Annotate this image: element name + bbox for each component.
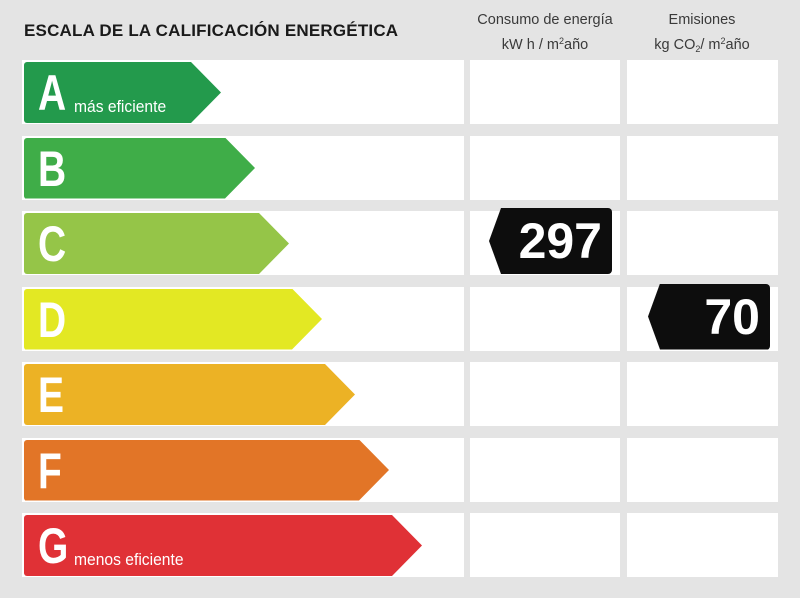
watermark-text: habitaclia: [338, 282, 463, 312]
rating-letter: F: [38, 442, 62, 499]
rating-letter: A: [38, 65, 67, 121]
rating-letter: C: [38, 216, 67, 272]
emisiones-cell: [627, 60, 778, 124]
emisiones-cell: [627, 513, 778, 577]
emisiones-value-badge: 70: [648, 283, 770, 350]
rating-row-d: D 70: [0, 283, 800, 351]
consumo-value-badge: 297: [489, 208, 612, 274]
emisiones-cell: [627, 135, 778, 200]
rating-arrow-b: B: [24, 138, 255, 199]
emisiones-cell: [627, 362, 778, 426]
consumo-cell: [470, 286, 620, 351]
consumo-cell: [470, 60, 620, 124]
emisiones-header-line1: Emisiones: [668, 12, 736, 28]
rating-letter: E: [38, 367, 65, 423]
consumo-cell: [470, 437, 620, 502]
consumo-column-header: Consumo de energía kW h / m2año: [470, 10, 620, 56]
rating-row-c: C 297: [0, 208, 800, 275]
rating-row-e: E: [0, 362, 800, 426]
emisiones-cell: [627, 211, 778, 275]
emisiones-column-header: Emisiones kg CO2/ m2año: [627, 10, 777, 60]
rating-arrow-d: D: [24, 289, 322, 350]
emisiones-cell: [627, 437, 778, 502]
consumo-header-unit: kW h / m2año: [501, 36, 589, 53]
rating-row-f: F: [0, 437, 800, 502]
rating-sublabel: menos eficiente: [74, 550, 184, 569]
consumo-header-line1: Consumo de energía: [477, 12, 613, 28]
rating-letter: D: [38, 291, 67, 348]
emisiones-header-unit: kg CO2/ m2año: [654, 36, 750, 54]
rating-arrow-f: F: [24, 440, 389, 501]
consumo-cell: [470, 513, 620, 577]
consumo-cell: [470, 135, 620, 200]
consumo-cell: [470, 362, 620, 426]
rating-arrow-e: E: [24, 364, 355, 425]
scale-title: ESCALA DE LA CALIFICACIÓN ENERGÉTICA: [24, 21, 399, 40]
rating-sublabel: más eficiente: [74, 97, 167, 116]
rating-arrow-c: C: [24, 213, 289, 274]
rating-letter: B: [38, 140, 67, 197]
rating-row-b: B: [0, 135, 800, 200]
rating-letter: G: [38, 518, 69, 574]
